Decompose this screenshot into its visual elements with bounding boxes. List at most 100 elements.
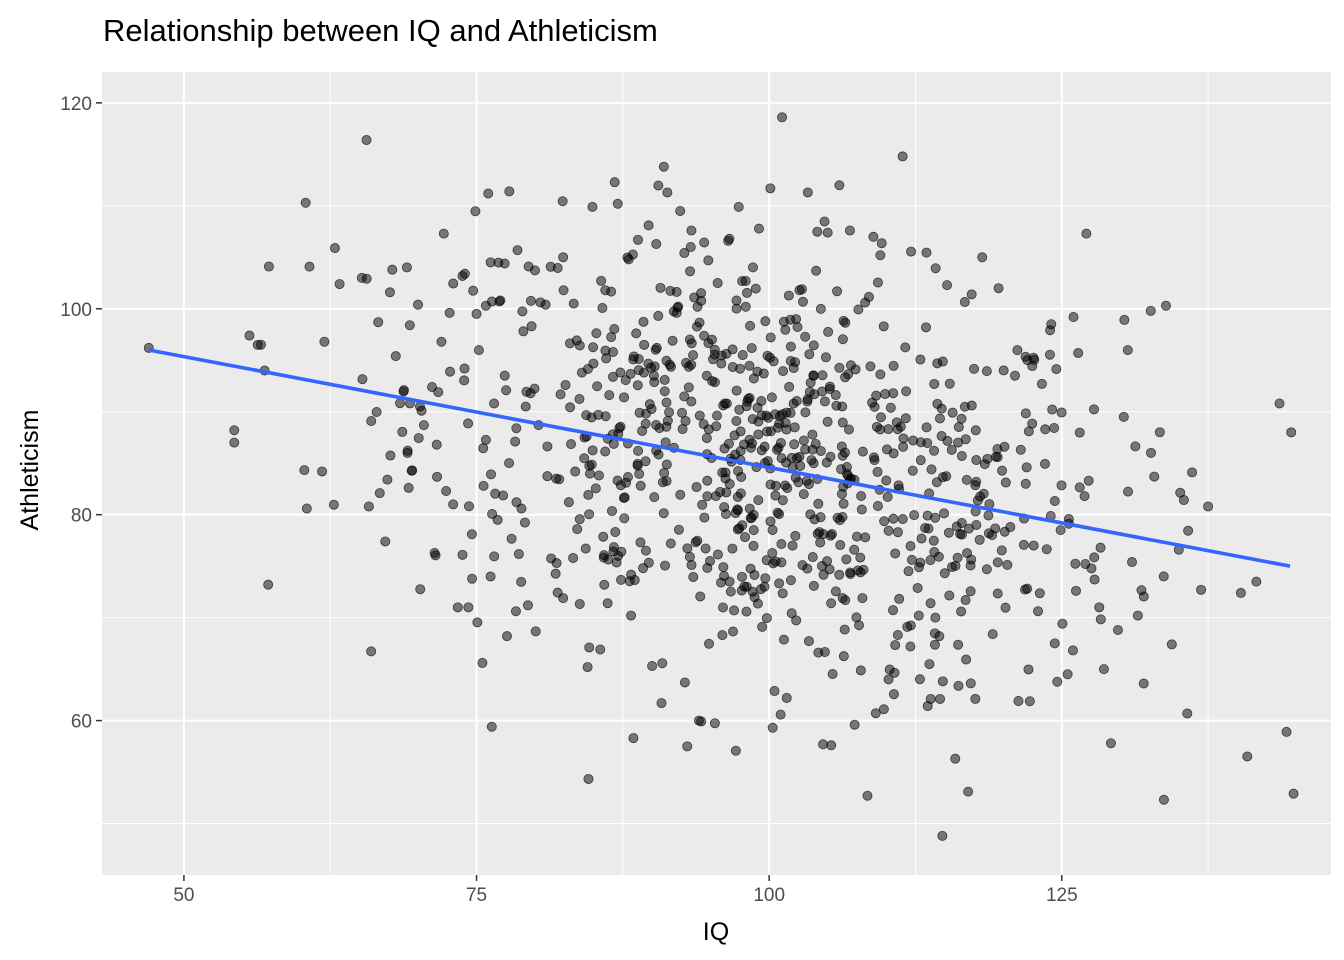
data-point	[682, 741, 693, 752]
data-point	[244, 330, 255, 341]
data-point	[793, 477, 804, 488]
data-point	[1182, 708, 1193, 719]
data-point	[593, 470, 604, 481]
data-point	[1067, 645, 1078, 656]
data-point	[712, 549, 723, 560]
data-point	[925, 598, 936, 609]
data-point	[785, 355, 796, 366]
data-point	[1041, 544, 1052, 555]
data-point	[1187, 467, 1198, 478]
data-point	[895, 421, 906, 432]
data-point	[732, 524, 743, 535]
data-point	[667, 335, 678, 346]
data-point	[699, 237, 710, 248]
data-point	[781, 424, 792, 435]
data-point	[695, 591, 706, 602]
data-point	[712, 410, 723, 421]
data-point	[697, 499, 708, 510]
data-point	[869, 452, 880, 463]
data-point	[1119, 314, 1130, 325]
data-point	[965, 678, 976, 689]
data-point	[229, 425, 240, 436]
data-point	[319, 336, 330, 347]
data-point	[1049, 638, 1060, 649]
data-point	[643, 220, 654, 231]
data-point	[1012, 345, 1023, 356]
data-point	[463, 501, 474, 512]
data-point	[1160, 300, 1171, 311]
data-point	[770, 556, 781, 567]
data-point	[878, 321, 889, 332]
data-point	[755, 584, 766, 595]
data-point	[808, 370, 819, 381]
data-point	[431, 439, 442, 450]
data-point	[912, 582, 923, 593]
data-point	[942, 435, 953, 446]
data-point	[1127, 557, 1138, 568]
data-point	[827, 669, 838, 680]
data-point	[632, 380, 643, 391]
data-point	[936, 403, 947, 414]
data-point	[930, 612, 941, 623]
data-point	[619, 492, 630, 503]
data-point	[602, 598, 613, 609]
data-point	[1081, 228, 1092, 239]
data-point	[961, 654, 972, 665]
data-point	[1146, 447, 1157, 458]
data-point	[761, 555, 772, 566]
data-point	[1122, 345, 1133, 356]
data-point	[1049, 422, 1060, 433]
data-point	[774, 578, 785, 589]
data-point	[374, 488, 385, 499]
data-point	[498, 490, 509, 501]
data-point	[511, 497, 522, 508]
data-point	[944, 590, 955, 601]
data-point	[839, 624, 850, 635]
data-point	[328, 499, 339, 510]
data-point	[1123, 486, 1134, 497]
data-point	[837, 488, 848, 499]
data-point	[518, 326, 529, 337]
data-point	[472, 617, 483, 628]
data-point	[857, 446, 868, 457]
data-point	[921, 322, 932, 333]
data-point	[600, 446, 611, 457]
data-point	[702, 475, 713, 486]
data-point	[574, 394, 585, 405]
data-point	[661, 459, 672, 470]
data-point	[735, 426, 746, 437]
data-point	[801, 475, 812, 486]
data-point	[555, 389, 566, 400]
data-point	[519, 517, 530, 528]
data-point	[583, 773, 594, 784]
data-point	[452, 602, 463, 613]
data-point	[834, 569, 845, 580]
data-point	[1057, 618, 1068, 629]
data-point	[700, 543, 711, 554]
data-point	[875, 250, 886, 261]
data-point	[769, 686, 780, 697]
data-point	[735, 445, 746, 456]
data-point	[961, 474, 972, 485]
data-point	[584, 642, 595, 653]
data-point	[357, 374, 368, 385]
data-point	[701, 370, 712, 381]
data-point	[937, 472, 948, 483]
data-point	[552, 587, 563, 598]
data-point	[845, 569, 856, 580]
data-point	[956, 413, 967, 424]
data-point	[990, 451, 1001, 462]
data-point	[868, 231, 879, 242]
data-point	[830, 586, 841, 597]
data-point	[934, 631, 945, 642]
data-point	[659, 374, 670, 385]
data-point	[558, 285, 569, 296]
data-point	[363, 501, 374, 512]
data-point	[529, 265, 540, 276]
data-point	[463, 418, 474, 429]
data-point	[712, 278, 723, 289]
data-point	[401, 262, 412, 273]
data-point	[981, 366, 992, 377]
chart-title: Relationship between IQ and Athleticism	[103, 13, 658, 48]
data-point	[1056, 407, 1067, 418]
